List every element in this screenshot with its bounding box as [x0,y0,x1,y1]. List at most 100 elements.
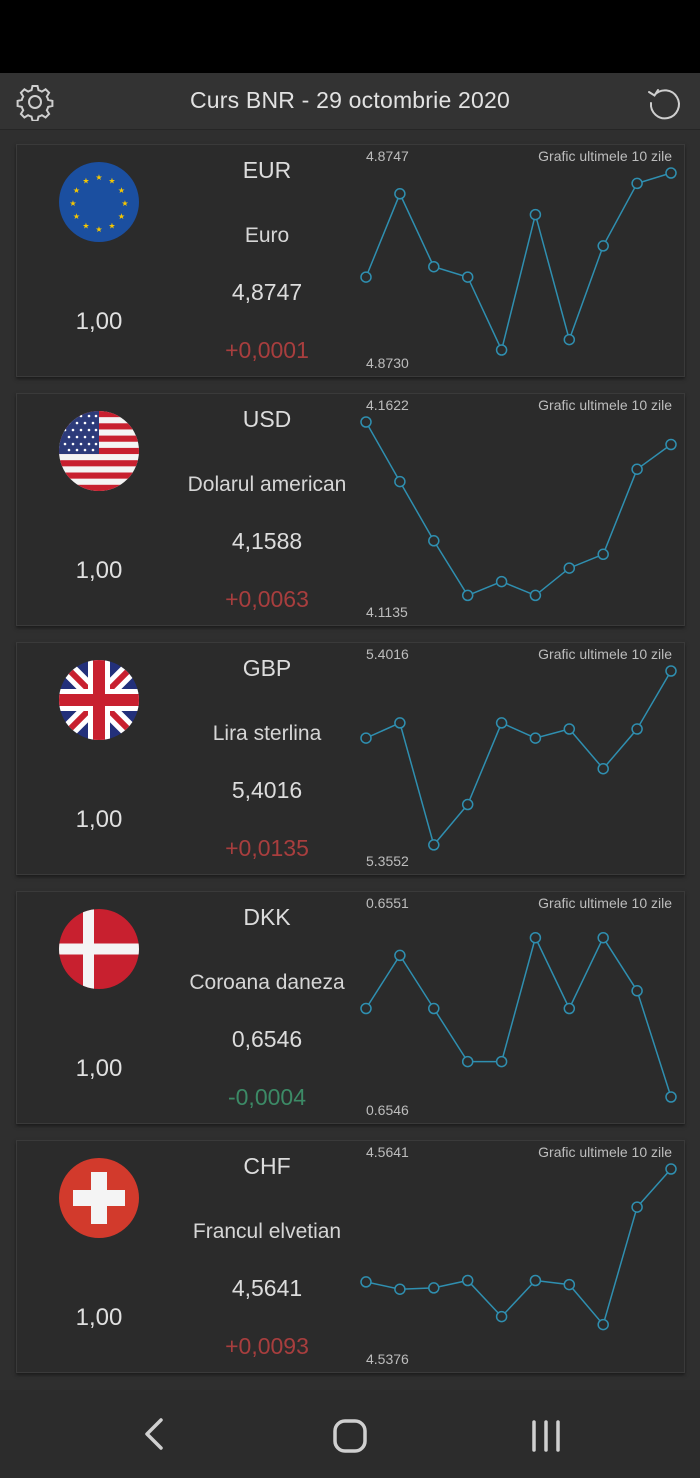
data-point [631,177,643,190]
chart-svg [360,1163,677,1331]
data-point [529,208,542,221]
dk-flag-icon [59,909,139,989]
data-point [360,1002,372,1015]
currency-name: Francul elvetian [192,1220,342,1243]
eu-star: ★ [95,225,102,234]
chart-title: Grafic ultimele 10 zile [538,1144,672,1160]
back-button[interactable] [135,1412,175,1456]
unit-value: 1,00 [75,1304,123,1331]
chart-svg [360,665,677,851]
eu-star: ★ [82,222,89,231]
chart-min-label: 0.6546 [366,1102,409,1118]
currency-code: USD [242,406,292,432]
data-point [665,167,677,179]
rate-chart[interactable]: 4.5641 4.5376 Grafic ultimele 10 zile [359,1141,685,1374]
uk-flag-icon [59,660,139,740]
currency-card-eur[interactable]: ★ ★ ★ ★ ★ ★ ★ ★ ★ ★ ★ ★ 1,00 EUR Euro 4,8747 +0,000… [16,144,685,377]
eu-star: ★ [73,186,80,195]
data-point [360,732,372,744]
currency-card-gbp[interactable]: 1,00 GBP Lira sterlina 5,4016 +0,0135 5.… [16,642,685,875]
data-point [665,438,677,451]
data-point [495,1310,508,1323]
currency-card-usd[interactable]: 1,00 USD Dolarul american 4,1588 +0,0063… [16,393,685,626]
rate-change: +0,0063 [225,586,309,612]
chart-max-label: 0.6551 [366,895,409,911]
data-point [529,931,542,944]
unit-value: 1,00 [75,557,123,584]
series-line [365,172,672,353]
currency-code: GBP [242,655,292,681]
chart-max-label: 5.4016 [366,646,409,662]
rate-chart[interactable]: 0.6551 0.6546 Grafic ultimele 10 zile [359,892,685,1125]
eu-star: ★ [69,199,76,208]
data-point [394,717,406,729]
rate-chart[interactable]: 4.1622 4.1135 Grafic ultimele 10 zile [359,394,685,627]
chart-svg [360,931,677,1103]
page-title: Curs BNR - 29 octombrie 2020 [189,87,511,113]
series-line [365,935,672,1098]
home-button[interactable] [330,1416,370,1456]
data-point [394,475,406,488]
chart-min-label: 4.5376 [366,1351,409,1367]
chart-title: Grafic ultimele 10 zile [538,895,672,911]
status-bar [0,0,700,73]
data-point [495,717,508,729]
eu-flag-icon: ★ ★ ★ ★ ★ ★ ★ ★ ★ ★ ★ ★ [59,162,139,242]
settings-button[interactable] [16,83,54,122]
unit-value: 1,00 [75,806,123,833]
data-point [461,798,474,811]
currency-code: EUR [242,157,292,183]
data-point [360,271,372,283]
unit-value: 1,00 [75,1055,123,1082]
navigation-bar [0,1390,700,1478]
chart-max-label: 4.1622 [366,397,409,413]
eu-star: ★ [118,186,125,195]
eu-star: ★ [95,173,102,182]
chart-svg [360,167,677,356]
data-point [597,548,609,561]
eu-star: ★ [108,176,115,185]
data-point [631,1201,643,1213]
series-line [365,421,672,597]
data-point [529,732,542,744]
chart-title: Grafic ultimele 10 zile [538,397,672,413]
eu-star: ★ [82,176,89,185]
chart-min-label: 4.1135 [366,604,408,620]
data-point [631,463,643,475]
refresh-button[interactable] [646,83,684,121]
currency-card-dkk[interactable]: 1,00 DKK Coroana daneza 0,6546 -0,0004 0… [16,891,685,1124]
data-point [428,1282,440,1294]
rate-chart[interactable]: 5.4016 5.3552 Grafic ultimele 10 zile [359,643,685,876]
data-point [461,589,474,602]
data-point [394,188,406,200]
eu-star: ★ [108,222,115,231]
exchange-rate: 4,1588 [231,528,303,554]
currency-card-chf[interactable]: 1,00 CHF Francul elvetian 4,5641 +0,0093… [16,1140,685,1373]
data-point [394,949,406,962]
chart-title: Grafic ultimele 10 zile [538,148,672,164]
currency-code: CHF [243,1153,291,1179]
data-point [461,1274,474,1287]
data-point [563,562,576,574]
data-point [563,333,576,346]
chart-min-label: 5.3552 [366,853,409,869]
recent-apps-button[interactable] [526,1414,566,1458]
rate-chart[interactable]: 4.8747 4.8730 Grafic ultimele 10 zile [359,145,685,378]
rate-change: -0,0004 [227,1084,306,1110]
data-point [563,1002,576,1015]
app-header: Curs BNR - 29 octombrie 2020 [0,73,700,130]
data-point [665,1163,677,1175]
data-point [597,240,609,252]
data-point [461,1055,474,1068]
data-point [631,723,643,735]
back-icon [145,1418,163,1450]
chart-max-label: 4.8747 [366,148,409,164]
ch-flag-icon [59,1158,139,1238]
home-icon [333,1419,367,1453]
data-point [495,344,508,356]
data-point [394,1283,406,1295]
data-point [597,931,609,944]
exchange-rate: 0,6546 [231,1026,303,1052]
series-line [365,1168,672,1327]
data-point [563,723,576,735]
